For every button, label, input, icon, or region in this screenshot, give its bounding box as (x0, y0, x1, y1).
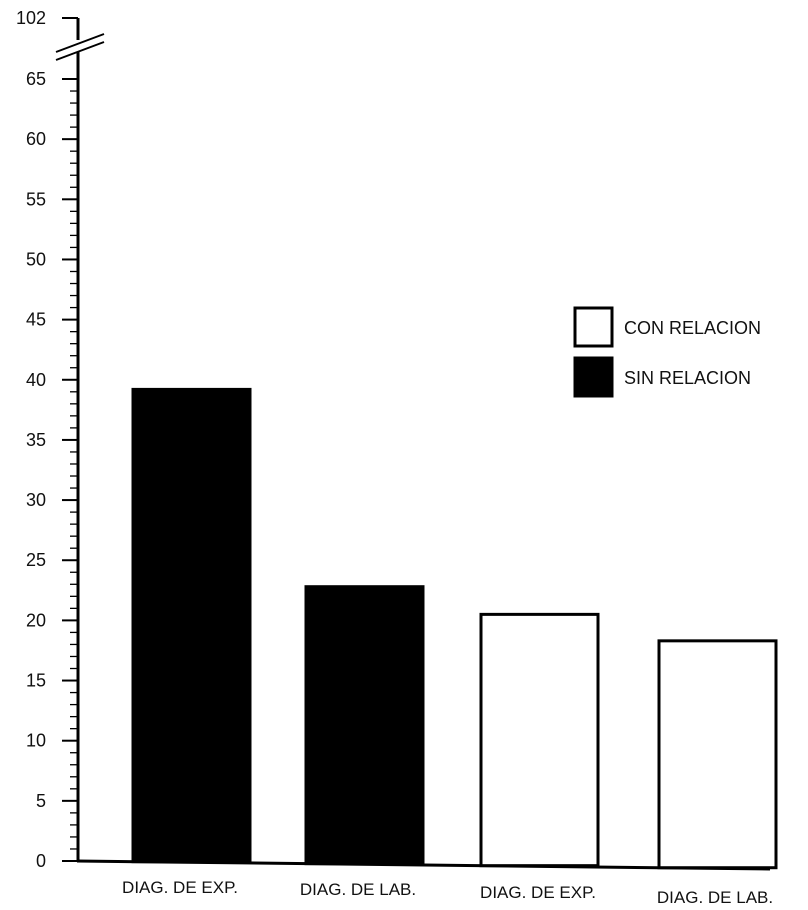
y-tick-label: 45 (26, 310, 46, 330)
x-category-label: DIAG. DE LAB. (657, 888, 773, 907)
axis-break-mark (55, 41, 105, 61)
y-tick-label: 25 (26, 550, 46, 570)
y-tick-label: 50 (26, 249, 46, 269)
axis-break-mark (55, 33, 105, 53)
bar (657, 639, 778, 870)
x-category-label: DIAG. DE EXP. (480, 883, 596, 902)
bar (131, 387, 252, 864)
y-tick-label: 15 (26, 671, 46, 691)
x-category-label: DIAG. DE EXP. (122, 878, 238, 897)
y-tick-label: 55 (26, 189, 46, 209)
legend-label: SIN RELACION (624, 368, 751, 388)
chart-bars (131, 387, 778, 870)
y-tick-label: 40 (26, 370, 46, 390)
y-tick-label: 0 (36, 851, 46, 871)
y-tick-label: 35 (26, 430, 46, 450)
y-tick-label: 10 (26, 731, 46, 751)
x-category-label: DIAG. DE LAB. (300, 880, 416, 899)
bar (304, 585, 425, 866)
y-tick-label: 20 (26, 610, 46, 630)
legend-swatch (573, 356, 614, 398)
y-tick-label: 65 (26, 69, 46, 89)
y-tick-label: 102 (16, 8, 46, 28)
y-tick-label: 60 (26, 129, 46, 149)
y-tick-label: 30 (26, 490, 46, 510)
legend-swatch (573, 306, 614, 348)
chart-legend: CON RELACION SIN RELACION (573, 306, 761, 398)
legend-label: CON RELACION (624, 318, 761, 338)
x-axis-labels: DIAG. DE EXP. DIAG. DE LAB. DIAG. DE EXP. D… (122, 878, 773, 907)
bar (479, 612, 600, 868)
y-tick-label: 5 (36, 791, 46, 811)
